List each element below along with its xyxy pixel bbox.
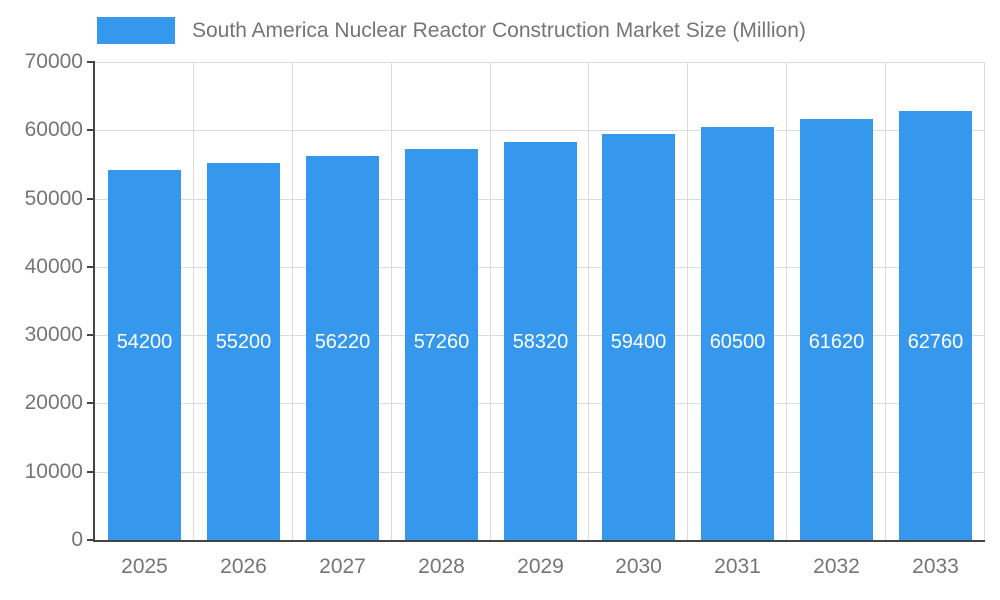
gridline-vertical [885,62,886,540]
bar[interactable]: 56220 [306,156,379,540]
bar-value-label: 55200 [215,331,272,353]
gridline-horizontal [95,130,985,132]
bar[interactable]: 61620 [800,119,873,540]
gridline-vertical [588,62,589,540]
legend[interactable]: South America Nuclear Reactor Constructi… [97,17,806,44]
bar[interactable]: 58320 [504,142,577,540]
bar[interactable]: 54200 [108,170,181,540]
gridline-horizontal [95,62,985,63]
bar-value-label: 58320 [512,331,569,353]
gridline-vertical [786,62,787,540]
gridline-vertical [391,62,392,540]
y-axis-tick-mark [87,470,93,473]
y-axis-tick-label: 70000 [24,50,83,73]
x-axis-tick-labels: 2025 2026 2027 2028 2029 2030 2031 2032 2033 [95,552,985,584]
y-axis-tick-mark [87,129,93,132]
bar[interactable]: 57260 [405,149,478,540]
bar[interactable]: 62760 [899,111,972,540]
bar-value-label: 57260 [413,331,470,353]
chart-title: South America Nuclear Reactor Constructi… [192,18,806,42]
gridline-vertical [490,62,491,540]
bar-value-label: 59400 [610,331,667,353]
bar-value-label: 56220 [314,331,371,353]
x-axis-line [93,540,985,542]
y-axis-tick-mark [87,61,93,63]
gridline-vertical [193,62,194,540]
y-axis-tick-label: 30000 [24,323,83,347]
bar-value-label: 60500 [709,331,766,353]
legend-swatch [97,17,175,44]
gridline-vertical [687,62,688,540]
y-axis-tick-label: 60000 [24,118,83,142]
bar[interactable]: 59400 [602,134,675,540]
y-axis-tick-mark [87,334,93,337]
x-axis-tick-label: 2031 [714,555,761,578]
y-axis-tick-mark [87,197,93,200]
bar-value-label: 61620 [808,331,865,353]
y-axis-tick-label: 50000 [24,186,83,210]
y-axis-line [93,61,95,542]
y-axis-tick-label: 20000 [24,391,83,415]
bar[interactable]: 60500 [701,127,774,540]
y-axis-tick-labels: 0 10000 20000 30000 40000 50000 60000 70000 [0,50,83,551]
x-axis-tick-label: 2032 [813,555,860,578]
x-axis-tick-label: 2027 [319,555,366,578]
x-axis-tick-label: 2029 [517,555,564,578]
bar-value-label: 62760 [907,331,964,353]
x-axis-tick-label: 2025 [121,555,168,578]
y-axis-tick-mark [87,539,93,541]
x-axis-tick-label: 2026 [220,555,267,578]
bar-value-label: 54200 [116,331,173,353]
x-axis-tick-label: 2033 [912,555,959,578]
x-axis-tick-label: 2030 [615,555,662,578]
x-axis-tick-label: 2028 [418,555,465,578]
y-axis-tick-mark [87,265,93,268]
y-axis-tick-mark [87,402,93,405]
y-axis-tick-label: 0 [71,528,83,551]
y-axis-tick-label: 10000 [24,459,83,483]
y-axis-tick-label: 40000 [24,254,83,278]
plot-area: 54200 55200 56220 57260 58320 59400 60500 61620… [95,62,985,540]
gridline-vertical [292,62,293,540]
bar[interactable]: 55200 [207,163,280,540]
gridline-vertical [984,62,985,540]
